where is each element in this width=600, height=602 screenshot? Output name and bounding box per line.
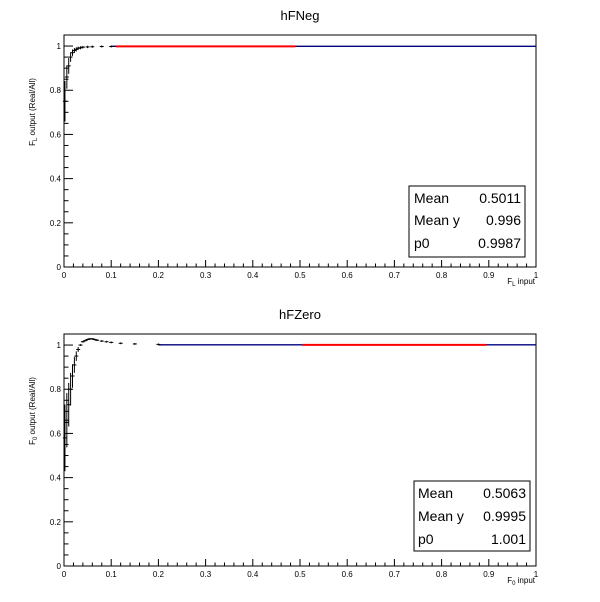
x-tick-label: 0.2 bbox=[153, 271, 165, 280]
x-tick-label: 0 bbox=[62, 271, 67, 280]
x-tick-label: 0.6 bbox=[342, 570, 354, 579]
stat-value: 1.001 bbox=[491, 531, 526, 547]
stat-value: 0.996 bbox=[486, 212, 521, 228]
y-axis: 0 0.2 0.4 0.6 0.8 1 bbox=[50, 333, 73, 571]
y-tick-label: 0.2 bbox=[50, 518, 62, 527]
y-tick-label: 0.6 bbox=[50, 130, 62, 139]
y-tick-label: 0.2 bbox=[50, 219, 62, 228]
y-tick-label: 1 bbox=[57, 42, 62, 51]
x-tick-label: 0.1 bbox=[106, 271, 118, 280]
stat-value: 0.9995 bbox=[483, 508, 526, 524]
stat-value: 0.5063 bbox=[483, 485, 526, 501]
y-tick-label: 0.6 bbox=[50, 429, 62, 438]
x-tick-label: 0.7 bbox=[389, 271, 401, 280]
x-axis-label: FL input bbox=[507, 277, 536, 288]
x-tick-label: 0.4 bbox=[247, 570, 259, 579]
x-tick-label: 0.2 bbox=[153, 570, 165, 579]
data-points bbox=[62, 337, 536, 472]
chart-panel-hfzero: hFZero 0 0.1 0.2 0.3 0.4 0.5 0.6 0.7 0.8 0.9 1 0 0.… bbox=[28, 307, 539, 587]
chart-panel-hfneg: hFNeg 0 0.1 0.2 0.3 0.4 0.5 0.6 0.7 0.8 0.9 1 0 0.2… bbox=[28, 8, 539, 288]
y-tick-label: 0.4 bbox=[50, 175, 62, 184]
x-tick-label: 0.9 bbox=[483, 570, 495, 579]
chart-title: hFNeg bbox=[280, 8, 319, 23]
y-tick-label: 0.8 bbox=[50, 385, 62, 394]
stat-value: 0.5011 bbox=[479, 190, 521, 206]
stat-value: 0.9987 bbox=[478, 235, 521, 251]
x-tick-label: 1 bbox=[534, 570, 539, 579]
y-tick-label: 0 bbox=[57, 263, 62, 272]
x-tick-label: 0.3 bbox=[200, 570, 212, 579]
data-points bbox=[62, 45, 536, 122]
stats-box: Mean 0.5063 Mean y 0.9995 p0 1.001 bbox=[413, 480, 531, 552]
x-tick-label: 0.8 bbox=[436, 271, 448, 280]
x-tick-label: 0 bbox=[62, 570, 67, 579]
stat-label: Mean y bbox=[418, 508, 464, 524]
x-tick-label: 1 bbox=[534, 271, 539, 280]
stat-label: Mean y bbox=[414, 212, 460, 228]
y-axis: 0 0.2 0.4 0.6 0.8 1 bbox=[50, 34, 73, 272]
x-tick-label: 0.1 bbox=[106, 570, 118, 579]
y-tick-label: 1 bbox=[57, 341, 62, 350]
y-axis-label: F0 output (Real/All) bbox=[28, 377, 39, 445]
y-tick-label: 0.4 bbox=[50, 474, 62, 483]
x-tick-label: 0.7 bbox=[389, 570, 401, 579]
stat-label: p0 bbox=[414, 235, 430, 251]
y-tick-label: 0 bbox=[57, 562, 62, 571]
stat-label: Mean bbox=[414, 190, 449, 206]
stat-label: p0 bbox=[418, 531, 434, 547]
stat-label: Mean bbox=[418, 485, 453, 501]
x-tick-label: 0.5 bbox=[294, 570, 306, 579]
stats-box: Mean 0.5011 Mean y 0.996 p0 0.9987 bbox=[408, 185, 526, 258]
y-tick-label: 0.8 bbox=[50, 86, 62, 95]
y-axis-label: FL output (Real/All) bbox=[28, 78, 39, 146]
x-axis-label: F0 input bbox=[507, 576, 536, 587]
x-tick-label: 0.5 bbox=[294, 271, 306, 280]
x-axis: 0 0.1 0.2 0.3 0.4 0.5 0.6 0.7 0.8 0.9 1 bbox=[62, 260, 539, 280]
x-tick-label: 0.8 bbox=[436, 570, 448, 579]
x-tick-label: 0.3 bbox=[200, 271, 212, 280]
x-axis: 0 0.1 0.2 0.3 0.4 0.5 0.6 0.7 0.8 0.9 1 bbox=[62, 559, 539, 579]
x-tick-label: 0.4 bbox=[247, 271, 259, 280]
chart-title: hFZero bbox=[279, 307, 321, 322]
x-tick-label: 0.6 bbox=[342, 271, 354, 280]
x-tick-label: 0.9 bbox=[483, 271, 495, 280]
